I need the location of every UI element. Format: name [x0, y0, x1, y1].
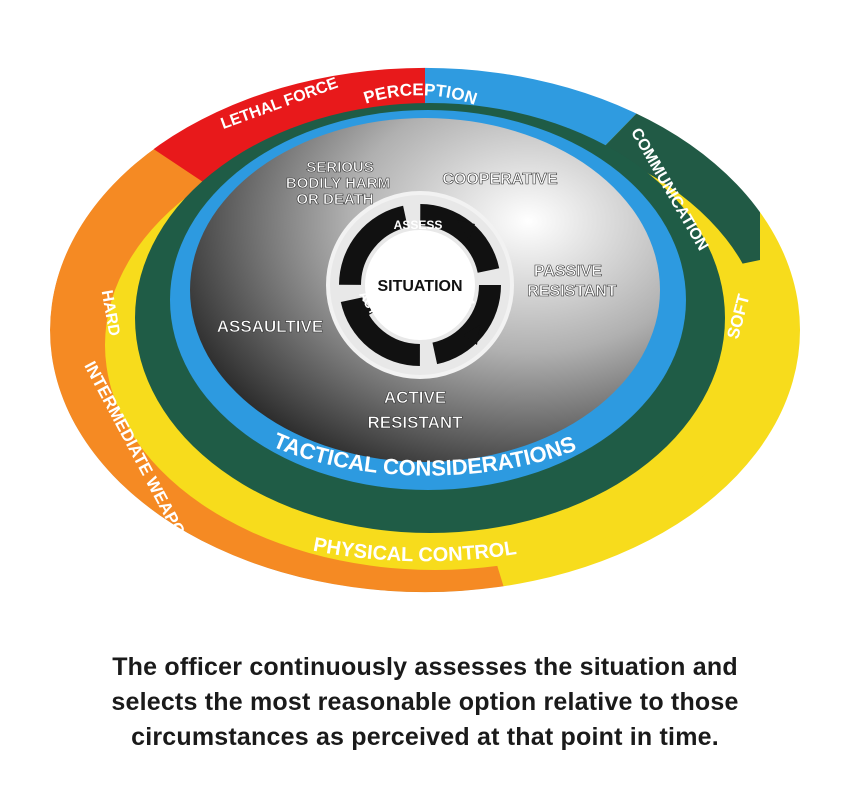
serious-line-3: OR DEATH: [296, 191, 373, 208]
assess-label: ASSESS: [394, 218, 443, 232]
passive-line-1: PASSIVE: [534, 263, 603, 280]
situation-cycle: SITUATION ASSESS PLAN ACT: [326, 191, 514, 379]
cooperative-label: COOPERATIVE: [442, 171, 558, 188]
caption-line-2: selects the most reasonable option relat…: [111, 688, 739, 716]
passive-line-2: RESISTANT: [527, 283, 617, 300]
serious-line-2: BODILY HARM: [286, 175, 390, 192]
cycle-arrow-1: [457, 220, 475, 240]
caption: The officer continuously assesses the si…: [0, 650, 850, 755]
cycle-arrow-2: [463, 325, 480, 345]
caption-line-3: circumstances as perceived at that point…: [131, 723, 719, 751]
cycle-arrow-3: [360, 300, 374, 320]
outer-mask: [0, 0, 850, 640]
cycle-ring: [339, 204, 501, 366]
serious-line-1: SERIOUS: [306, 159, 374, 176]
cycle-center: [365, 230, 475, 340]
caption-line-1: The officer continuously assesses the si…: [112, 653, 738, 681]
situation-label: SITUATION: [377, 278, 462, 295]
active-line-2: RESISTANT: [367, 413, 463, 432]
active-line-1: ACTIVE: [384, 388, 446, 407]
assaultive-label: ASSAULTIVE: [217, 317, 323, 336]
subject-behavior-labels: SERIOUS BODILY HARM OR DEATH COOPERATIVE…: [216, 159, 617, 433]
use-of-force-wheel: SITUATION ASSESS PLAN ACT SERIOUS BODILY…: [0, 0, 850, 640]
